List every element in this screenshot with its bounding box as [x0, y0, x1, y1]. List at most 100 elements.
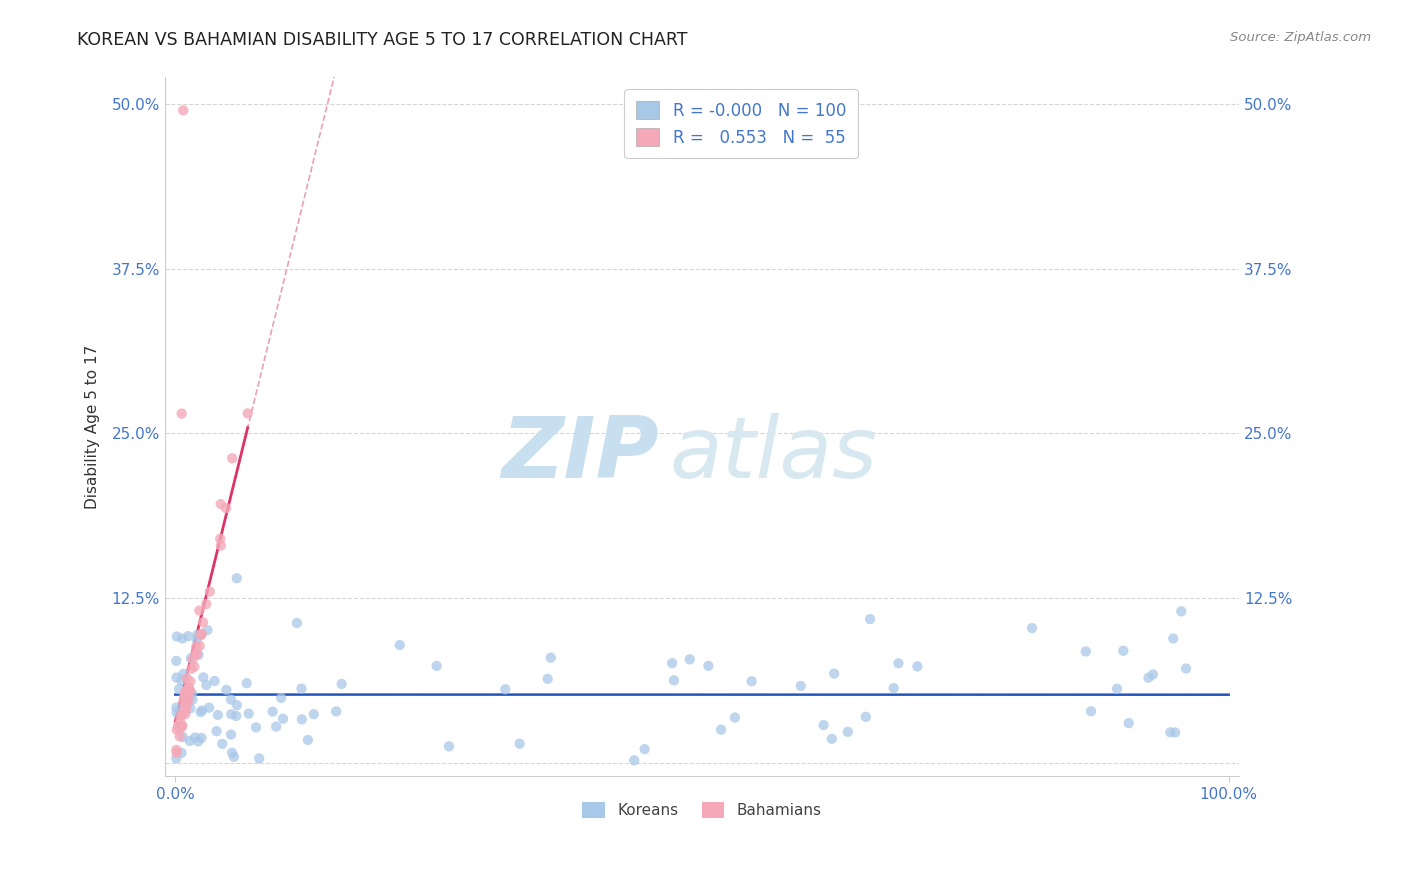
Point: [188, 603, 211, 617]
Point: [181, 652, 204, 666]
Point: [167, 719, 190, 733]
Point: [623, 753, 645, 767]
Point: [190, 627, 212, 641]
Point: [190, 627, 212, 641]
Text: KOREAN VS BAHAMIAN DISABILITY AGE 5 TO 17 CORRELATION CHART: KOREAN VS BAHAMIAN DISABILITY AGE 5 TO 1…: [77, 31, 688, 49]
Point: [540, 650, 562, 665]
Point: [177, 692, 200, 706]
Point: [264, 720, 287, 734]
Point: [330, 677, 353, 691]
Point: [172, 632, 194, 646]
Point: [179, 701, 201, 715]
Point: [1080, 704, 1102, 718]
Point: [494, 682, 516, 697]
Point: [1164, 725, 1187, 739]
Point: [537, 672, 560, 686]
Point: [198, 584, 221, 599]
Point: [225, 571, 247, 585]
Point: [679, 652, 702, 666]
Point: [211, 737, 233, 751]
Point: [225, 698, 247, 713]
Point: [821, 731, 844, 746]
Point: [245, 721, 267, 735]
Point: [509, 737, 531, 751]
Point: [165, 743, 187, 757]
Point: [190, 731, 212, 745]
Point: [209, 539, 232, 553]
Point: [661, 656, 683, 670]
Point: [219, 692, 242, 706]
Point: [179, 681, 201, 696]
Point: [181, 692, 204, 706]
Point: [172, 103, 194, 118]
Point: [221, 451, 243, 466]
Point: [297, 733, 319, 747]
Point: [170, 707, 193, 722]
Point: [823, 666, 845, 681]
Point: [183, 659, 205, 673]
Point: [662, 673, 685, 688]
Point: [180, 651, 202, 665]
Point: [166, 671, 188, 685]
Point: [165, 751, 187, 765]
Point: [176, 683, 198, 698]
Point: [187, 734, 209, 748]
Point: [174, 706, 197, 721]
Point: [176, 696, 198, 710]
Point: [859, 612, 882, 626]
Y-axis label: Disability Age 5 to 17: Disability Age 5 to 17: [86, 344, 100, 509]
Point: [388, 638, 411, 652]
Point: [172, 719, 194, 733]
Point: [633, 742, 655, 756]
Point: [166, 746, 188, 760]
Point: [166, 723, 188, 737]
Point: [186, 647, 208, 661]
Point: [271, 712, 294, 726]
Point: [235, 676, 257, 690]
Point: [1142, 667, 1164, 681]
Point: [855, 710, 877, 724]
Point: [247, 751, 270, 765]
Point: [191, 703, 214, 717]
Point: [215, 682, 238, 697]
Point: [710, 723, 733, 737]
Point: [1118, 716, 1140, 731]
Point: [238, 706, 260, 721]
Point: [174, 701, 197, 715]
Point: [169, 722, 191, 736]
Point: [169, 719, 191, 733]
Point: [813, 718, 835, 732]
Point: [173, 706, 195, 720]
Point: [174, 696, 197, 710]
Point: [437, 739, 460, 754]
Point: [222, 749, 245, 764]
Point: [170, 719, 193, 733]
Text: ZIP: ZIP: [502, 413, 659, 496]
Point: [1175, 661, 1198, 675]
Point: [1105, 681, 1128, 696]
Point: [697, 658, 720, 673]
Point: [209, 532, 232, 546]
Point: [184, 647, 207, 661]
Point: [207, 708, 229, 723]
Point: [179, 684, 201, 698]
Point: [179, 674, 201, 689]
Text: Source: ZipAtlas.com: Source: ZipAtlas.com: [1230, 31, 1371, 45]
Point: [883, 681, 905, 695]
Point: [1112, 644, 1135, 658]
Point: [724, 710, 747, 724]
Point: [170, 746, 193, 760]
Point: [191, 615, 214, 630]
Point: [262, 705, 284, 719]
Point: [173, 691, 195, 706]
Point: [195, 678, 218, 692]
Point: [176, 683, 198, 698]
Point: [290, 681, 312, 696]
Point: [221, 746, 243, 760]
Point: [285, 615, 308, 630]
Point: [837, 724, 859, 739]
Text: atlas: atlas: [669, 413, 877, 496]
Point: [173, 666, 195, 681]
Point: [165, 700, 187, 714]
Point: [1170, 604, 1192, 618]
